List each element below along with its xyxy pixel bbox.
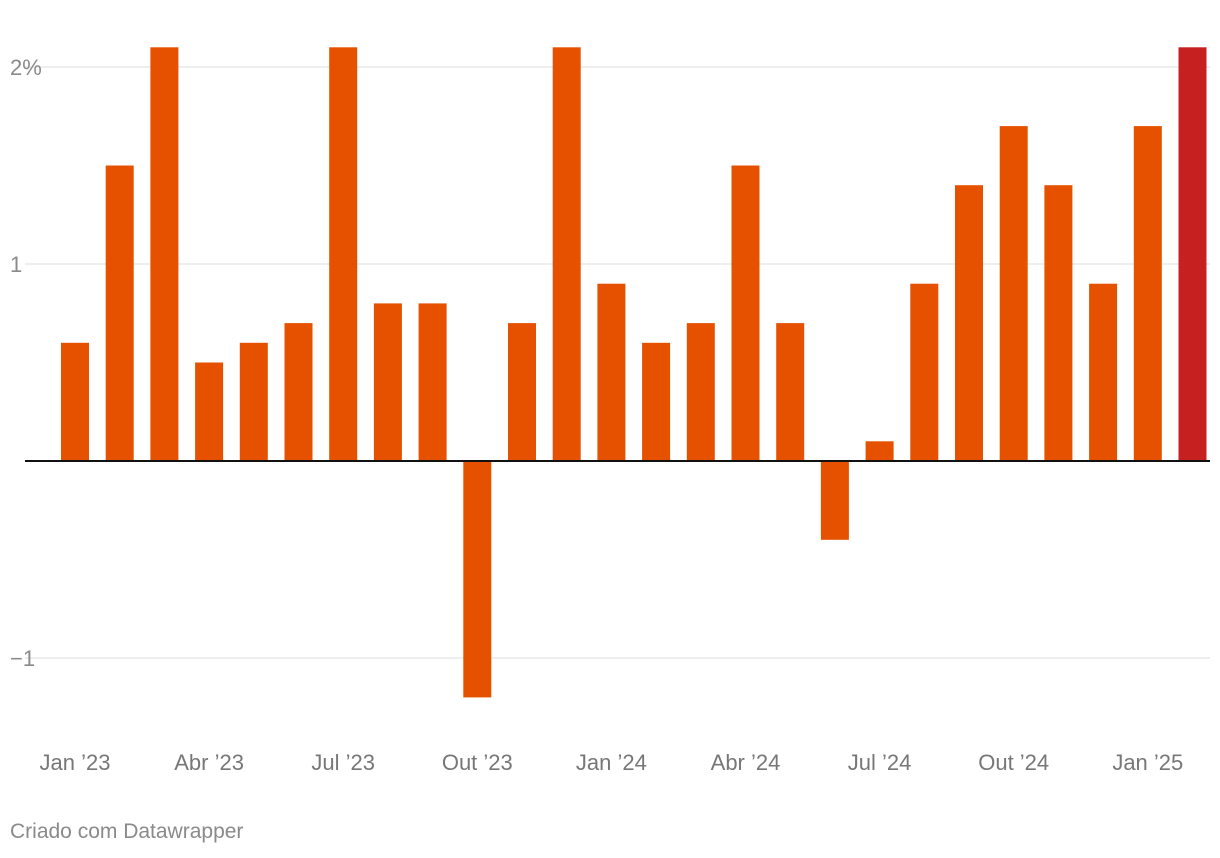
x-tick-label: Abr ’24 (711, 750, 781, 775)
bar (150, 47, 179, 462)
bar (552, 47, 581, 462)
bar (731, 165, 760, 461)
bar (284, 323, 313, 461)
y-tick-label: 2% (10, 55, 42, 80)
bar (418, 303, 447, 461)
footer-credit: Criado com Datawrapper (10, 820, 244, 843)
bar (776, 323, 805, 461)
bar (373, 303, 402, 461)
bar (239, 342, 268, 461)
bar (820, 461, 849, 540)
bar (910, 283, 939, 461)
bar (865, 441, 894, 461)
y-tick-label: 1 (10, 252, 22, 277)
x-tick-label: Jul ’24 (848, 750, 912, 775)
bar (642, 342, 671, 461)
bar (1089, 283, 1118, 461)
bar (1178, 47, 1207, 462)
bar (463, 461, 492, 698)
bar (105, 165, 134, 461)
bar (195, 362, 224, 461)
bar (955, 185, 983, 461)
x-tick-label: Jan ’23 (40, 750, 111, 775)
bar (61, 342, 89, 461)
x-tick-label: Out ’24 (978, 750, 1049, 775)
bar (1044, 185, 1073, 461)
bar (597, 283, 626, 461)
bar (999, 126, 1028, 461)
x-tick-label: Jan ’25 (1112, 750, 1183, 775)
bar (1133, 126, 1162, 461)
x-tick-label: Jan ’24 (576, 750, 647, 775)
bar-chart: 2% 1 −1 Jan ’23 Abr ’23 Jul ’23 Out ’23 Jan ’24… (10, 47, 1210, 775)
x-tick-label: Abr ’23 (174, 750, 244, 775)
bar (329, 47, 358, 462)
x-tick-label: Jul ’23 (311, 750, 375, 775)
y-tick-label: −1 (10, 646, 35, 671)
x-tick-label: Out ’23 (442, 750, 513, 775)
bar (686, 323, 715, 461)
bar (508, 323, 536, 461)
